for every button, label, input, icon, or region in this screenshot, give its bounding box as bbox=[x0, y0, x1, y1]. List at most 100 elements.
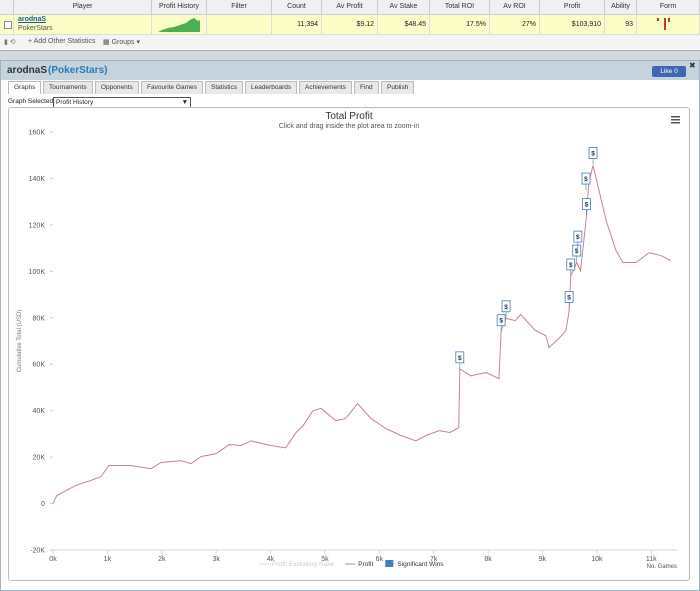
y-tick-label: 160K bbox=[29, 130, 46, 137]
add-stats-text[interactable]: Add Other Statistics bbox=[33, 38, 96, 45]
row-cell bbox=[207, 15, 272, 34]
header-cell[interactable]: Filter bbox=[207, 0, 272, 15]
win-flag[interactable] bbox=[573, 230, 583, 243]
tab[interactable]: Favourite Games bbox=[141, 81, 203, 94]
tab[interactable]: Achievements bbox=[299, 81, 352, 94]
win-flag-label[interactable]: $ bbox=[458, 355, 462, 362]
win-flag-label[interactable]: $ bbox=[584, 176, 588, 183]
panel-site[interactable]: (PokerStars) bbox=[48, 65, 108, 76]
x-tick-label: 3k bbox=[212, 556, 220, 563]
like-text[interactable]: Like bbox=[660, 68, 673, 75]
row-value: 17.5% bbox=[466, 21, 486, 28]
form-bar bbox=[664, 18, 666, 30]
row-value: 11,394 bbox=[297, 21, 318, 28]
x-axis-label: No. Games bbox=[647, 564, 677, 570]
header-cell[interactable]: Total ROI bbox=[430, 0, 490, 15]
like-button[interactable]: Like 0 bbox=[652, 66, 686, 77]
tab[interactable]: Statistics bbox=[205, 81, 244, 94]
add-stats[interactable]: + Add Other Statistics bbox=[28, 38, 96, 45]
x-tick-label: 10k bbox=[591, 556, 603, 563]
form-bar bbox=[668, 18, 670, 22]
win-flag[interactable] bbox=[582, 198, 591, 210]
header-cell[interactable]: Av ROI bbox=[490, 0, 540, 15]
legend-label[interactable]: Profit bbox=[358, 561, 373, 568]
y-tick-label: 60K bbox=[33, 362, 46, 369]
win-flag-label[interactable]: $ bbox=[567, 294, 571, 301]
row-cell bbox=[272, 15, 322, 34]
like-count[interactable]: 0 bbox=[674, 68, 678, 75]
header-cell[interactable]: Profit History bbox=[152, 0, 207, 15]
menu-bar[interactable] bbox=[671, 116, 680, 118]
x-tick-label: 0k bbox=[49, 556, 57, 563]
panel-header: arodnaS (PokerStars) Like 0 ✖ bbox=[1, 61, 699, 80]
row-cell bbox=[490, 15, 540, 34]
win-flag-label[interactable]: $ bbox=[585, 202, 589, 209]
row-value: $103,910 bbox=[571, 21, 601, 28]
win-flag-label[interactable]: $ bbox=[591, 151, 595, 158]
x-tick-label: 6k bbox=[376, 556, 384, 563]
y-tick-label: 40K bbox=[33, 408, 46, 415]
legend-label[interactable]: Significant Wins bbox=[397, 561, 444, 568]
checkbox[interactable] bbox=[4, 21, 12, 29]
tab[interactable]: Graphs bbox=[8, 81, 42, 94]
header-cell[interactable]: Count bbox=[272, 0, 322, 15]
tab[interactable]: Publish bbox=[381, 81, 415, 94]
header-cell[interactable]: Ability bbox=[605, 0, 637, 15]
panel-name: arodnaS bbox=[7, 65, 48, 76]
win-flag-label[interactable]: $ bbox=[504, 304, 508, 311]
header-cell[interactable]: Form bbox=[637, 0, 700, 15]
x-tick-label: 5k bbox=[321, 556, 329, 563]
tab[interactable]: Opponents bbox=[95, 81, 139, 94]
win-flag[interactable] bbox=[501, 300, 511, 313]
row-value: $48.45 bbox=[404, 21, 426, 28]
close-button[interactable]: ✖ bbox=[689, 61, 696, 70]
x-tick-label: 7k bbox=[430, 556, 438, 563]
y-axis-label: Cumulative Total (USD) bbox=[17, 310, 23, 373]
y-tick-label: 140K bbox=[29, 176, 46, 183]
win-flag-label[interactable]: $ bbox=[499, 318, 503, 325]
win-flag[interactable] bbox=[572, 244, 582, 257]
row-value: 93 bbox=[625, 21, 633, 28]
win-flag[interactable] bbox=[588, 147, 598, 159]
groups[interactable]: ▦ Groups ▾ bbox=[103, 39, 140, 46]
menu-bar[interactable] bbox=[671, 122, 680, 124]
tab[interactable]: Tournaments bbox=[43, 81, 93, 94]
y-tick-label: 80K bbox=[33, 315, 46, 322]
tab[interactable]: Leaderboards bbox=[245, 81, 298, 94]
menu-bar[interactable] bbox=[671, 119, 680, 121]
legend-label[interactable]: Profit Excluding Rake bbox=[272, 561, 335, 568]
header-cell[interactable]: Profit bbox=[540, 0, 605, 15]
graph-select-value[interactable]: Profit History bbox=[56, 99, 94, 106]
win-flag-label[interactable]: $ bbox=[575, 248, 579, 255]
sparkline-area bbox=[158, 18, 200, 32]
row-cell bbox=[322, 15, 378, 34]
legend-swatch[interactable] bbox=[385, 560, 394, 567]
win-flag[interactable] bbox=[496, 314, 506, 327]
player-name[interactable]: arodnaS bbox=[18, 16, 47, 23]
header-cell[interactable]: Av Profit bbox=[322, 0, 378, 15]
form-bars bbox=[657, 18, 670, 30]
row-cell bbox=[14, 15, 152, 34]
header-cell[interactable]: Av Stake bbox=[378, 0, 430, 15]
menu-icon[interactable] bbox=[671, 116, 680, 124]
x-tick-label: 9k bbox=[539, 556, 547, 563]
select-arrow[interactable]: ▼ bbox=[181, 99, 188, 106]
sparkline bbox=[158, 18, 200, 32]
x-tick-label: 11k bbox=[646, 556, 657, 563]
stats-table: Player Profit History Filter Count Av Profit… bbox=[0, 0, 700, 51]
x-tick-label: 4k bbox=[267, 556, 275, 563]
groups-text[interactable]: Groups bbox=[111, 39, 135, 46]
win-flag[interactable] bbox=[566, 258, 576, 271]
win-flag[interactable] bbox=[455, 351, 465, 364]
win-flag-label[interactable]: $ bbox=[569, 262, 573, 269]
tab[interactable]: Find bbox=[354, 81, 379, 94]
header-cell[interactable]: Player bbox=[14, 0, 152, 15]
player-site: PokerStars bbox=[18, 25, 53, 32]
win-flag[interactable] bbox=[564, 291, 574, 303]
win-flag[interactable] bbox=[581, 172, 591, 185]
header-cell bbox=[0, 0, 14, 15]
y-tick-label: -20K bbox=[30, 548, 45, 555]
row-cell bbox=[605, 15, 637, 34]
win-flag-label[interactable]: $ bbox=[576, 234, 580, 241]
